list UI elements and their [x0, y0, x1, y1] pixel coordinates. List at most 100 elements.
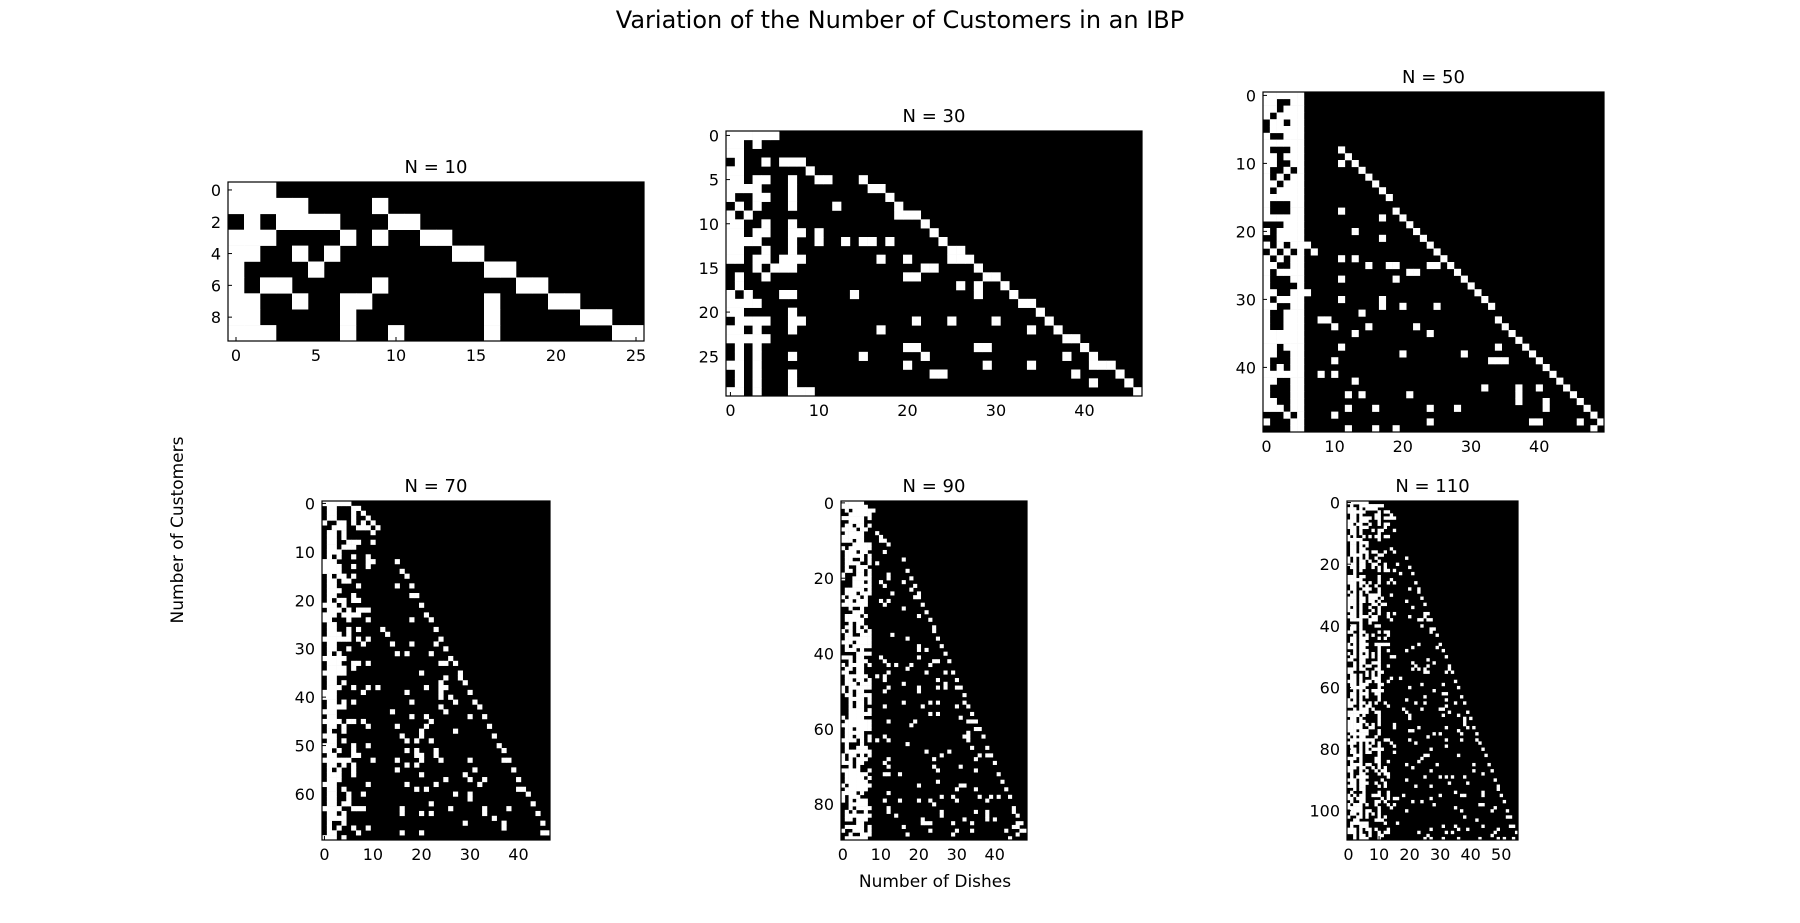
panel-5-cell: [844, 730, 849, 735]
panel-2-cell: [1106, 360, 1116, 370]
panel-6-cell: [1426, 753, 1430, 758]
panel-6-cell: [1362, 667, 1366, 671]
panel-6-cell: [1365, 722, 1369, 727]
panel-6-cell: [1423, 615, 1427, 619]
panel-1-cell: [308, 213, 325, 230]
panel-5-cell: [848, 806, 853, 811]
panel-2-cell: [982, 272, 992, 282]
panel-5-cell: [852, 580, 857, 585]
panel-5-cell: [852, 749, 857, 754]
panel-6-cell: [1362, 645, 1366, 650]
panel-6-cell: [1374, 692, 1378, 696]
panel-6-cell: [1377, 695, 1381, 699]
panel-3-cell: [1283, 228, 1291, 236]
panel-5-cell: [1004, 828, 1009, 833]
panel-1-cell: [532, 277, 549, 294]
panel-6-title: N = 110: [1395, 476, 1469, 497]
panel-4-cell: [326, 505, 332, 511]
panel-6-cell: [1362, 655, 1366, 659]
panel-3-cell: [1297, 153, 1305, 161]
panel-3-ytick-label: 20: [1236, 222, 1256, 241]
panel-6-cell: [1359, 596, 1363, 600]
panel-6-cell: [1359, 510, 1363, 514]
panel-5-cell: [970, 719, 975, 724]
panel-4-cell: [331, 549, 337, 555]
panel-3-xtick-label: 20: [1393, 437, 1413, 456]
panel-4-cell: [326, 593, 332, 599]
panel-6-cell: [1353, 778, 1357, 782]
panel-6-cell: [1362, 735, 1366, 739]
panel-5-cell: [867, 508, 872, 513]
panel-4-cell: [443, 660, 449, 666]
panel-2-cell: [787, 237, 798, 247]
panel-4-cell: [331, 801, 337, 807]
panel-3-cell: [1290, 126, 1298, 134]
panel-4-cell: [331, 791, 337, 797]
panel-3-cell: [1515, 391, 1523, 399]
panel-6-cell: [1350, 618, 1354, 622]
panel-5-cell: [844, 775, 849, 781]
panel-3-cell: [1501, 357, 1509, 365]
panel-5-cell: [943, 670, 948, 675]
panel-5-cell: [932, 659, 937, 664]
panel-6-cell: [1359, 611, 1363, 616]
panel-2-cell: [726, 184, 736, 194]
panel-6-cell: [1405, 599, 1409, 603]
panel-4-xtick-label: 0: [319, 845, 329, 864]
panel-3-cell: [1474, 289, 1482, 297]
panel-3-cell: [1276, 370, 1284, 378]
panel-6-cell: [1356, 753, 1360, 758]
panel-6-cell: [1350, 772, 1354, 776]
panel-6-cell: [1359, 673, 1363, 677]
panel-4-cell: [326, 815, 332, 821]
panel-4-cell: [351, 539, 357, 545]
panel-4-cell: [336, 660, 342, 666]
panel-6-cell: [1377, 818, 1381, 822]
panel-6-cell: [1374, 827, 1378, 832]
panel-2-cell: [743, 298, 753, 308]
panel-6-cell: [1353, 685, 1357, 690]
panel-4-cell: [346, 539, 352, 545]
panel-5-cell: [928, 798, 933, 803]
panel-6-cell: [1359, 762, 1363, 767]
panel-3-cell: [1331, 411, 1339, 419]
panel-5-cell: [856, 745, 861, 750]
panel-6-cell: [1466, 781, 1470, 785]
panel-4-cell: [331, 718, 337, 725]
panel-5-cell: [856, 787, 861, 792]
panel-5-cell: [856, 595, 861, 600]
panel-5-cell: [852, 753, 857, 758]
panel-4-cell: [331, 830, 337, 836]
panel-5-cell: [856, 580, 861, 585]
panel-3-cell: [1338, 207, 1346, 215]
panel-3-cell: [1263, 289, 1271, 297]
panel-4-cell: [467, 689, 473, 696]
panel-4-cell: [409, 617, 415, 623]
panel-6-cell: [1350, 636, 1354, 640]
panel-6-cell: [1359, 602, 1363, 607]
panel-5-cell: [856, 757, 861, 762]
panel-3-cell: [1290, 425, 1298, 433]
panel-4-cell: [336, 563, 342, 570]
panel-6-cell: [1356, 553, 1360, 557]
panel-3-cell: [1297, 214, 1305, 222]
panel-3-cell: [1263, 187, 1271, 195]
panel-5-cell: [878, 534, 884, 539]
panel-6-cell: [1350, 781, 1354, 785]
panel-5-cell: [890, 591, 895, 596]
panel-6-cell: [1350, 655, 1354, 659]
panel-5-cell: [856, 614, 861, 619]
panel-1-cell: [372, 197, 389, 215]
panel-3-cell: [1283, 268, 1291, 276]
panel-5-background: [841, 501, 1027, 840]
panel-3-cell: [1290, 234, 1298, 242]
panel-3-cell: [1365, 262, 1373, 270]
panel-4-cell: [341, 835, 347, 841]
panel-4-cell: [346, 801, 352, 807]
panel-4-cell: [414, 593, 420, 599]
panel-4-cell: [326, 602, 332, 608]
panel-5-cell: [848, 696, 853, 701]
panel-2-xtick-label: 30: [986, 401, 1006, 420]
panel-5-cell: [867, 640, 872, 645]
panel-6-cell: [1359, 787, 1363, 791]
